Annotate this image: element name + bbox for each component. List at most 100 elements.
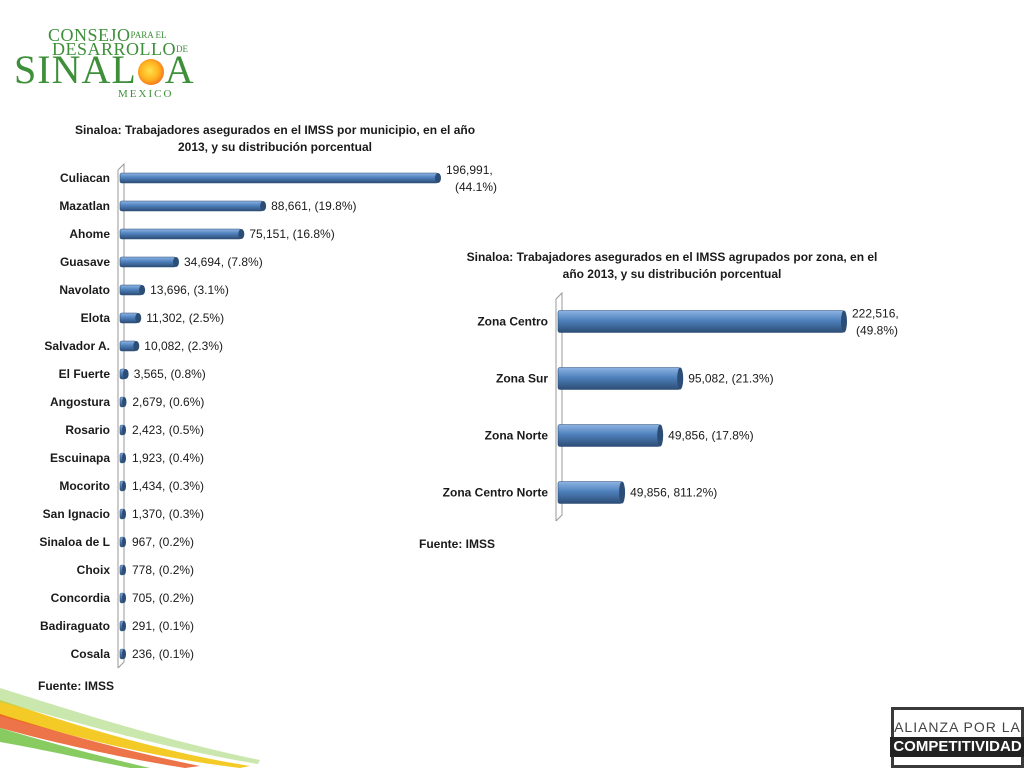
bar-cap bbox=[135, 313, 142, 323]
alianza-competitividad-logo: ALIANZA POR LA COMPETITIVIDAD bbox=[890, 707, 1024, 768]
bar-cap bbox=[122, 593, 126, 603]
bar-cap bbox=[435, 173, 441, 183]
category-label: Salvador A. bbox=[44, 339, 110, 353]
bar-cap bbox=[260, 201, 267, 211]
bar-group-10 bbox=[119, 452, 126, 464]
bar-cap bbox=[122, 425, 126, 435]
category-label: Culiacan bbox=[60, 171, 110, 185]
value-label: 3,565, (0.8%) bbox=[134, 367, 206, 381]
value-label: 236, (0.1%) bbox=[132, 647, 194, 661]
logo-main-word: SINAL A bbox=[14, 47, 195, 92]
axis-wall bbox=[117, 162, 125, 669]
value-label: 196,991, (44.1%) bbox=[446, 163, 497, 194]
value-label: 2,423, (0.5%) bbox=[132, 423, 204, 437]
value-label: 88,661, (19.8%) bbox=[271, 199, 356, 213]
bar bbox=[557, 424, 661, 447]
consejo-sinaloa-logo: CONSEJOPARA EL DESARROLLODE SINAL A MEXIC… bbox=[14, 26, 214, 102]
bar-group-1 bbox=[557, 367, 684, 390]
category-label: Guasave bbox=[60, 255, 110, 269]
value-label: 967, (0.2%) bbox=[132, 535, 194, 549]
category-label: Mazatlan bbox=[59, 199, 110, 213]
category-label: Choix bbox=[77, 563, 111, 577]
value-label: 13,696, (3.1%) bbox=[150, 283, 229, 297]
bar-cap bbox=[619, 481, 626, 504]
bar-cap bbox=[122, 537, 126, 547]
zona-chart-source: Fuente: IMSS bbox=[419, 537, 496, 551]
category-label: Mocorito bbox=[59, 479, 110, 493]
municipio-bar-chart: Culiacan 196,991, (44.1%) Mazatlan 88,661, (… bbox=[39, 162, 497, 669]
value-label: 778, (0.2%) bbox=[132, 563, 194, 577]
value-label: 10,082, (2.3%) bbox=[144, 339, 223, 353]
bar bbox=[119, 172, 439, 184]
municipio-chart-title: Sinaloa: Trabajadores asegurados en el I… bbox=[74, 123, 476, 154]
bar bbox=[119, 200, 264, 212]
bar bbox=[557, 481, 623, 504]
value-label: 1,923, (0.4%) bbox=[132, 451, 204, 465]
bar-cap bbox=[122, 481, 126, 491]
bar bbox=[557, 310, 845, 333]
bar-cap bbox=[122, 369, 129, 379]
bar-group-11 bbox=[119, 480, 126, 492]
axis-wall bbox=[555, 291, 563, 522]
value-label: 291, (0.1%) bbox=[132, 619, 194, 633]
bar-group-3 bbox=[119, 256, 180, 268]
bar-group-3 bbox=[557, 481, 626, 504]
value-label: 705, (0.2%) bbox=[132, 591, 194, 605]
bar-group-9 bbox=[119, 424, 126, 436]
category-label: Zona Centro bbox=[477, 315, 548, 329]
value-label: 75,151, (16.8%) bbox=[249, 227, 334, 241]
bar-group-0 bbox=[119, 172, 441, 184]
category-label: Concordia bbox=[51, 591, 111, 605]
logo-line-2: DESARROLLODE bbox=[52, 39, 189, 59]
value-label: 49,856, (17.8%) bbox=[668, 429, 753, 443]
decorative-ribbons bbox=[0, 688, 260, 768]
bar bbox=[557, 367, 681, 390]
category-label: Zona Sur bbox=[496, 372, 548, 386]
value-label: 1,434, (0.3%) bbox=[132, 479, 204, 493]
bar-cap bbox=[657, 424, 664, 447]
category-label: San Ignacio bbox=[43, 507, 110, 521]
bar-cap bbox=[841, 310, 847, 333]
bar-group-13 bbox=[119, 536, 126, 548]
category-label: Rosario bbox=[65, 423, 110, 437]
bar-group-5 bbox=[119, 312, 142, 324]
bar-group-12 bbox=[119, 508, 126, 520]
bar-cap bbox=[238, 229, 245, 239]
bar-cap bbox=[122, 649, 126, 659]
bar-group-1 bbox=[119, 200, 267, 212]
bar bbox=[119, 284, 143, 296]
bar-cap bbox=[122, 397, 127, 407]
category-label: Angostura bbox=[50, 395, 110, 409]
category-label: Sinaloa de L bbox=[39, 535, 110, 549]
bar-group-14 bbox=[119, 564, 126, 576]
value-label: 49,856, 811.2%) bbox=[630, 486, 717, 500]
bar-group-2 bbox=[557, 424, 664, 447]
category-label: Elota bbox=[81, 311, 111, 325]
bar-group-17 bbox=[119, 648, 126, 660]
bar-cap bbox=[173, 257, 180, 267]
value-label: 11,302, (2.5%) bbox=[146, 311, 224, 325]
sun-icon bbox=[137, 59, 164, 85]
bar-cap bbox=[122, 621, 126, 631]
logo-line-1: CONSEJOPARA EL bbox=[48, 25, 167, 45]
bar-cap bbox=[122, 453, 126, 463]
bar-group-16 bbox=[119, 620, 126, 632]
category-label: El Fuerte bbox=[59, 367, 111, 381]
value-label: 34,694, (7.8%) bbox=[184, 255, 263, 269]
category-label: Badiraguato bbox=[40, 619, 110, 633]
zona-bar-chart: Zona Centro 222,516, (49.8%) Zona Sur 95,082… bbox=[443, 291, 899, 522]
bar bbox=[119, 256, 177, 268]
bar-group-4 bbox=[119, 284, 146, 296]
municipio-chart-source: Fuente: IMSS bbox=[38, 679, 115, 693]
bar bbox=[119, 228, 242, 240]
bar-cap bbox=[122, 509, 126, 519]
value-label: 2,679, (0.6%) bbox=[132, 395, 204, 409]
bar-group-0 bbox=[557, 310, 847, 333]
bar-cap bbox=[677, 367, 684, 390]
zona-chart-title: Sinaloa: Trabajadores asegurados en el I… bbox=[466, 250, 878, 281]
bar-group-6 bbox=[119, 340, 140, 352]
category-label: Escuinapa bbox=[50, 451, 110, 465]
bar-cap bbox=[139, 285, 146, 295]
value-label: 1,370, (0.3%) bbox=[132, 507, 204, 521]
bar-cap bbox=[122, 565, 126, 575]
